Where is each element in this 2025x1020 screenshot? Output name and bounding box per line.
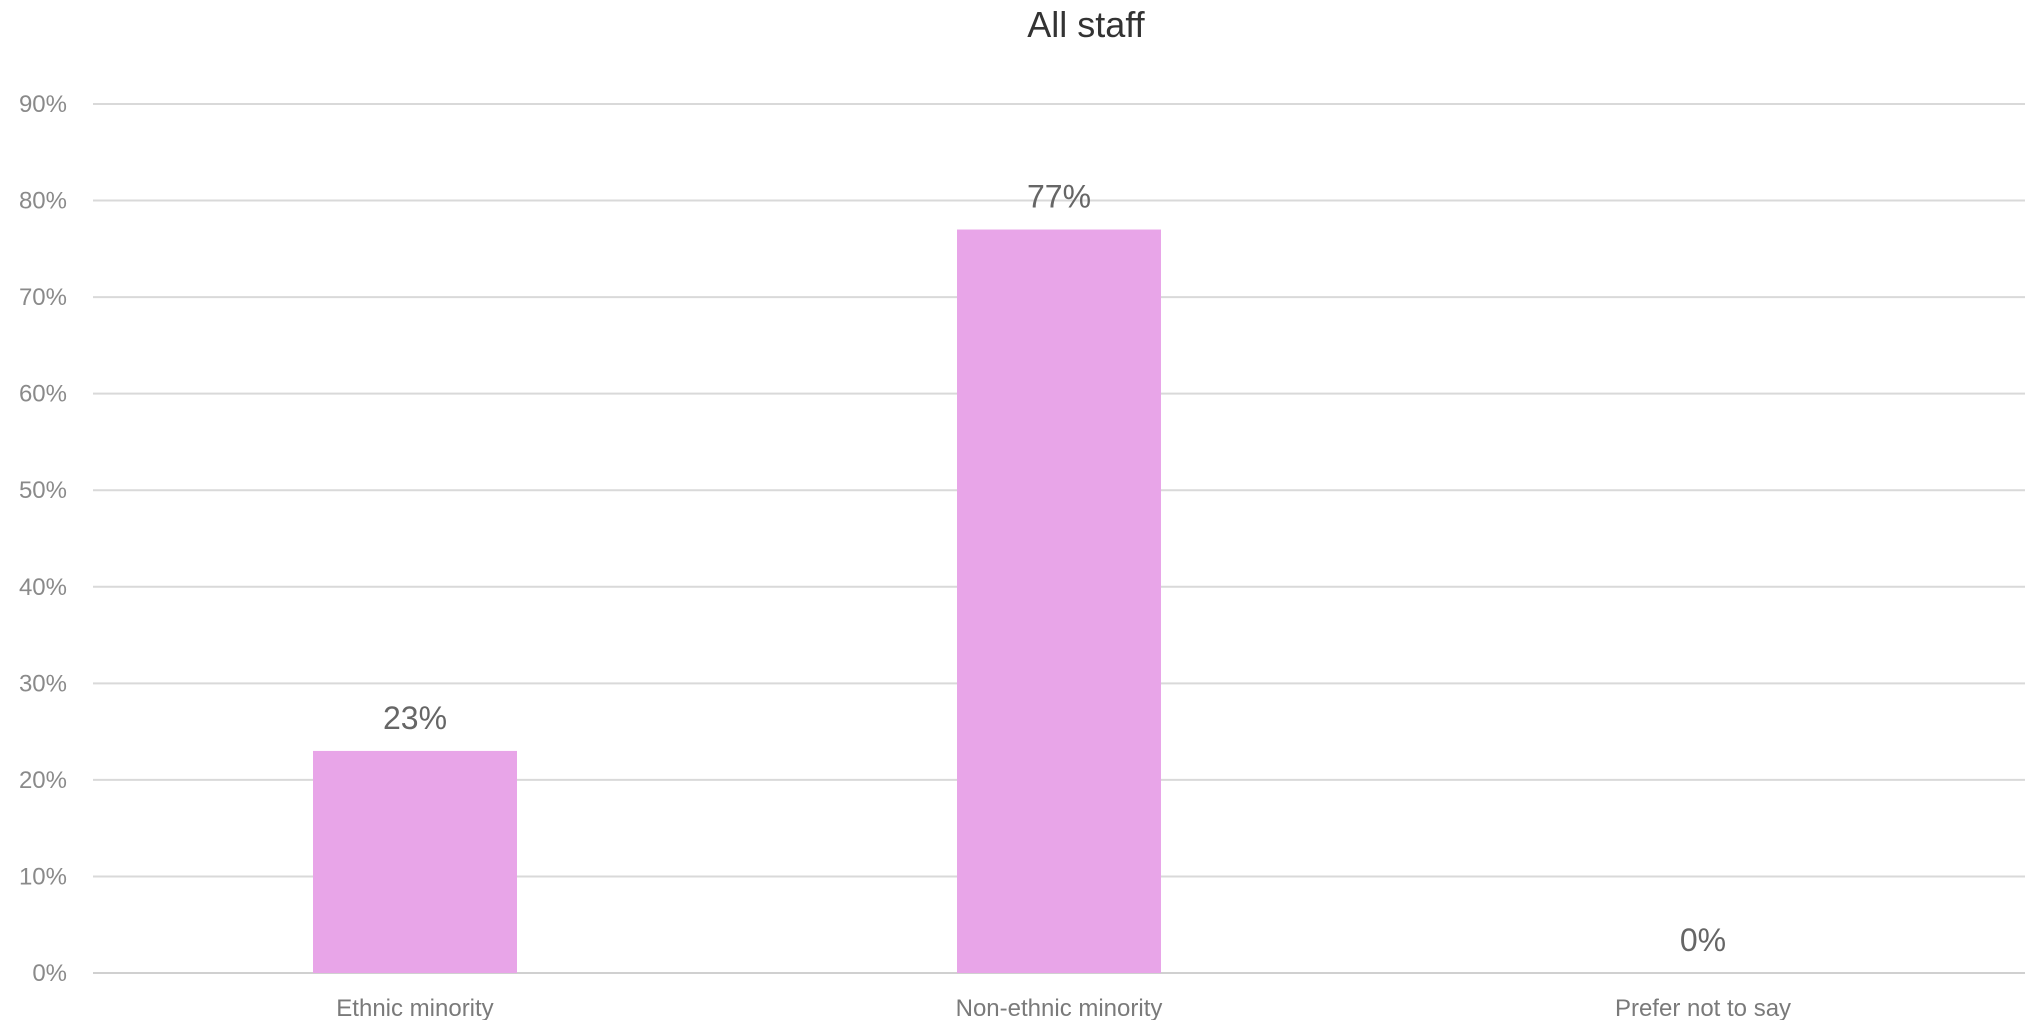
data-labels: 23% 77% 0% — [383, 179, 1726, 958]
y-tick-label: 70% — [19, 284, 67, 311]
y-tick-label: 40% — [19, 574, 67, 601]
chart-title: All staff — [1027, 4, 1145, 45]
y-tick-label: 60% — [19, 381, 67, 408]
x-category-label: Prefer not to say — [1615, 995, 1791, 1020]
bars — [313, 229, 1161, 973]
y-tick-label: 90% — [19, 91, 67, 118]
data-label: 77% — [1027, 179, 1091, 215]
y-axis-ticks: 0% 10% 20% 30% 40% 50% 60% 70% 80% 90% — [19, 91, 67, 987]
x-axis-categories: Ethnic minority Non-ethnic minority Prefer… — [336, 995, 1791, 1020]
y-tick-label: 10% — [19, 863, 67, 890]
x-category-label: Ethnic minority — [336, 995, 493, 1020]
data-label: 0% — [1680, 922, 1726, 958]
y-tick-label: 50% — [19, 477, 67, 504]
x-category-label: Non-ethnic minority — [956, 995, 1163, 1020]
y-tick-label: 0% — [32, 960, 67, 987]
bar — [957, 229, 1161, 973]
data-label: 23% — [383, 700, 447, 736]
y-tick-label: 80% — [19, 188, 67, 215]
y-tick-label: 20% — [19, 767, 67, 794]
bar — [313, 750, 517, 973]
y-tick-label: 30% — [19, 670, 67, 697]
